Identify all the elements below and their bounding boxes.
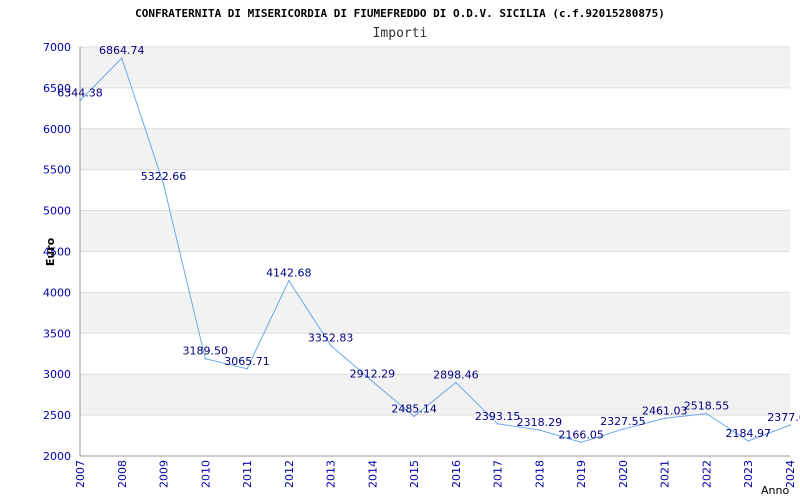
x-tick-label: 2009 bbox=[158, 460, 171, 488]
y-tick-label: 3500 bbox=[43, 327, 71, 340]
x-tick-label: 2019 bbox=[575, 460, 588, 488]
y-tick-label: 6500 bbox=[43, 82, 71, 95]
data-point bbox=[204, 357, 207, 360]
x-tick-label: 2021 bbox=[659, 460, 672, 488]
y-tick-label: 3000 bbox=[43, 368, 71, 381]
data-point bbox=[663, 417, 666, 420]
series-line bbox=[79, 57, 791, 443]
x-tick-label: 2016 bbox=[450, 460, 463, 488]
data-point bbox=[622, 428, 624, 431]
data-label: 2898.46 bbox=[433, 369, 479, 382]
y-tick-label: 2500 bbox=[43, 409, 71, 422]
data-point bbox=[79, 99, 81, 102]
data-label: 2377.60 bbox=[767, 411, 800, 424]
y-tick-label: 5000 bbox=[43, 205, 71, 218]
data-label: 2485.14 bbox=[391, 402, 437, 415]
y-tick-label: 4500 bbox=[43, 246, 71, 259]
data-point bbox=[413, 415, 415, 418]
x-tick-labels: 2007 2008 2009 2010 2011 2012 2013 2014 2015 2016… bbox=[74, 460, 797, 488]
data-label: 2327.55 bbox=[600, 415, 646, 428]
data-point bbox=[371, 380, 374, 383]
x-tick-label: 2015 bbox=[408, 460, 421, 488]
data-label: 3065.71 bbox=[224, 355, 270, 368]
x-tick-label: 2011 bbox=[241, 460, 254, 488]
data-label: 5322.66 bbox=[141, 170, 187, 183]
data-label: 6344.38 bbox=[57, 87, 103, 100]
y-tick-label: 7000 bbox=[43, 41, 71, 54]
x-tick-label: 2010 bbox=[199, 460, 212, 488]
grid-bands bbox=[80, 47, 790, 416]
grid-band bbox=[80, 128, 790, 170]
chart-title: CONFRATERNITA DI MISERICORDIA DI FIUMEFR… bbox=[135, 7, 665, 20]
data-point bbox=[246, 368, 248, 370]
data-label: 2184.97 bbox=[725, 427, 771, 440]
x-tick-label: 2008 bbox=[116, 460, 129, 488]
grid-band bbox=[80, 47, 790, 88]
data-point bbox=[288, 279, 290, 282]
data-label: 2318.29 bbox=[517, 416, 563, 429]
data-point bbox=[580, 441, 582, 444]
x-tick-label: 2023 bbox=[742, 460, 755, 488]
data-point bbox=[789, 424, 791, 426]
y-tick-label: 4000 bbox=[43, 286, 71, 299]
data-label: 3352.83 bbox=[308, 331, 354, 344]
data-point bbox=[496, 423, 499, 425]
x-tick-label: 2014 bbox=[366, 460, 379, 488]
grid-band bbox=[80, 210, 790, 252]
data-label: 2518.55 bbox=[684, 400, 730, 413]
data-label: 2912.29 bbox=[350, 367, 396, 380]
y-tick-label: 5500 bbox=[43, 164, 71, 177]
chart-subtitle: Importi bbox=[373, 26, 428, 41]
y-tick-label: 6000 bbox=[43, 123, 71, 136]
y-tick-labels: 2000 2500 3000 3500 4000 4500 5000 5500 6000 6500… bbox=[43, 41, 71, 463]
grid-band bbox=[80, 374, 790, 416]
data-label: 6864.74 bbox=[99, 44, 145, 57]
data-point bbox=[538, 429, 541, 431]
data-label: 2393.15 bbox=[475, 410, 521, 423]
gridlines bbox=[80, 46, 790, 416]
y-tick-label: 2000 bbox=[43, 450, 71, 463]
data-point bbox=[120, 57, 123, 59]
data-point bbox=[329, 344, 332, 347]
x-tick-label: 2012 bbox=[283, 460, 296, 488]
data-point bbox=[747, 440, 750, 442]
grid-band bbox=[80, 292, 790, 334]
x-tick-label: 2007 bbox=[74, 460, 87, 488]
x-tick-label: 2022 bbox=[700, 460, 713, 488]
data-point bbox=[705, 412, 708, 415]
data-label: 3189.50 bbox=[183, 345, 229, 358]
data-point bbox=[162, 183, 165, 186]
x-tick-label: 2024 bbox=[784, 460, 797, 488]
data-label: 2166.05 bbox=[558, 428, 604, 441]
y-axis-label: Euro bbox=[44, 237, 57, 266]
x-tick-label: 2018 bbox=[533, 460, 546, 488]
data-label: 2461.03 bbox=[642, 404, 688, 417]
data-point bbox=[455, 381, 457, 384]
x-tick-label: 2017 bbox=[492, 460, 505, 488]
x-tick-label: 2013 bbox=[325, 460, 338, 488]
x-axis-label: Anno bbox=[761, 484, 789, 497]
data-label: 4142.68 bbox=[266, 267, 312, 280]
x-tick-label: 2020 bbox=[617, 460, 630, 488]
